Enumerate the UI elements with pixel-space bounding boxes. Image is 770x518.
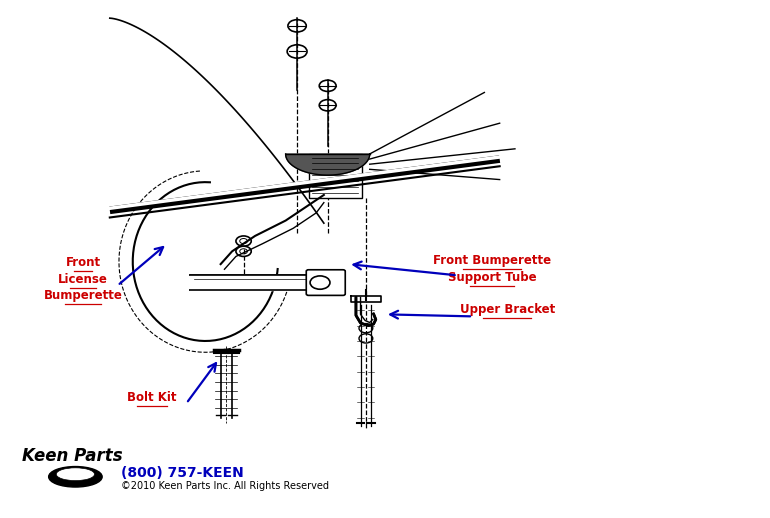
Text: ©2010 Keen Parts Inc. All Rights Reserved: ©2010 Keen Parts Inc. All Rights Reserve… [121,481,330,491]
Text: (800) 757-KEEN: (800) 757-KEEN [121,466,244,480]
FancyBboxPatch shape [306,270,345,295]
Text: Front Bumperette: Front Bumperette [433,254,551,267]
Ellipse shape [56,468,95,481]
Text: Keen Parts: Keen Parts [22,447,122,465]
Polygon shape [350,297,381,301]
Text: Bolt Kit: Bolt Kit [127,391,176,404]
Text: Upper Bracket: Upper Bracket [460,304,555,316]
Text: Support Tube: Support Tube [447,270,537,283]
Text: Front: Front [65,256,101,269]
Ellipse shape [49,467,102,487]
Circle shape [310,276,330,289]
Polygon shape [286,154,370,175]
Text: License: License [58,272,108,285]
Text: Bumperette: Bumperette [44,289,122,302]
FancyBboxPatch shape [309,154,362,197]
Polygon shape [356,297,376,326]
